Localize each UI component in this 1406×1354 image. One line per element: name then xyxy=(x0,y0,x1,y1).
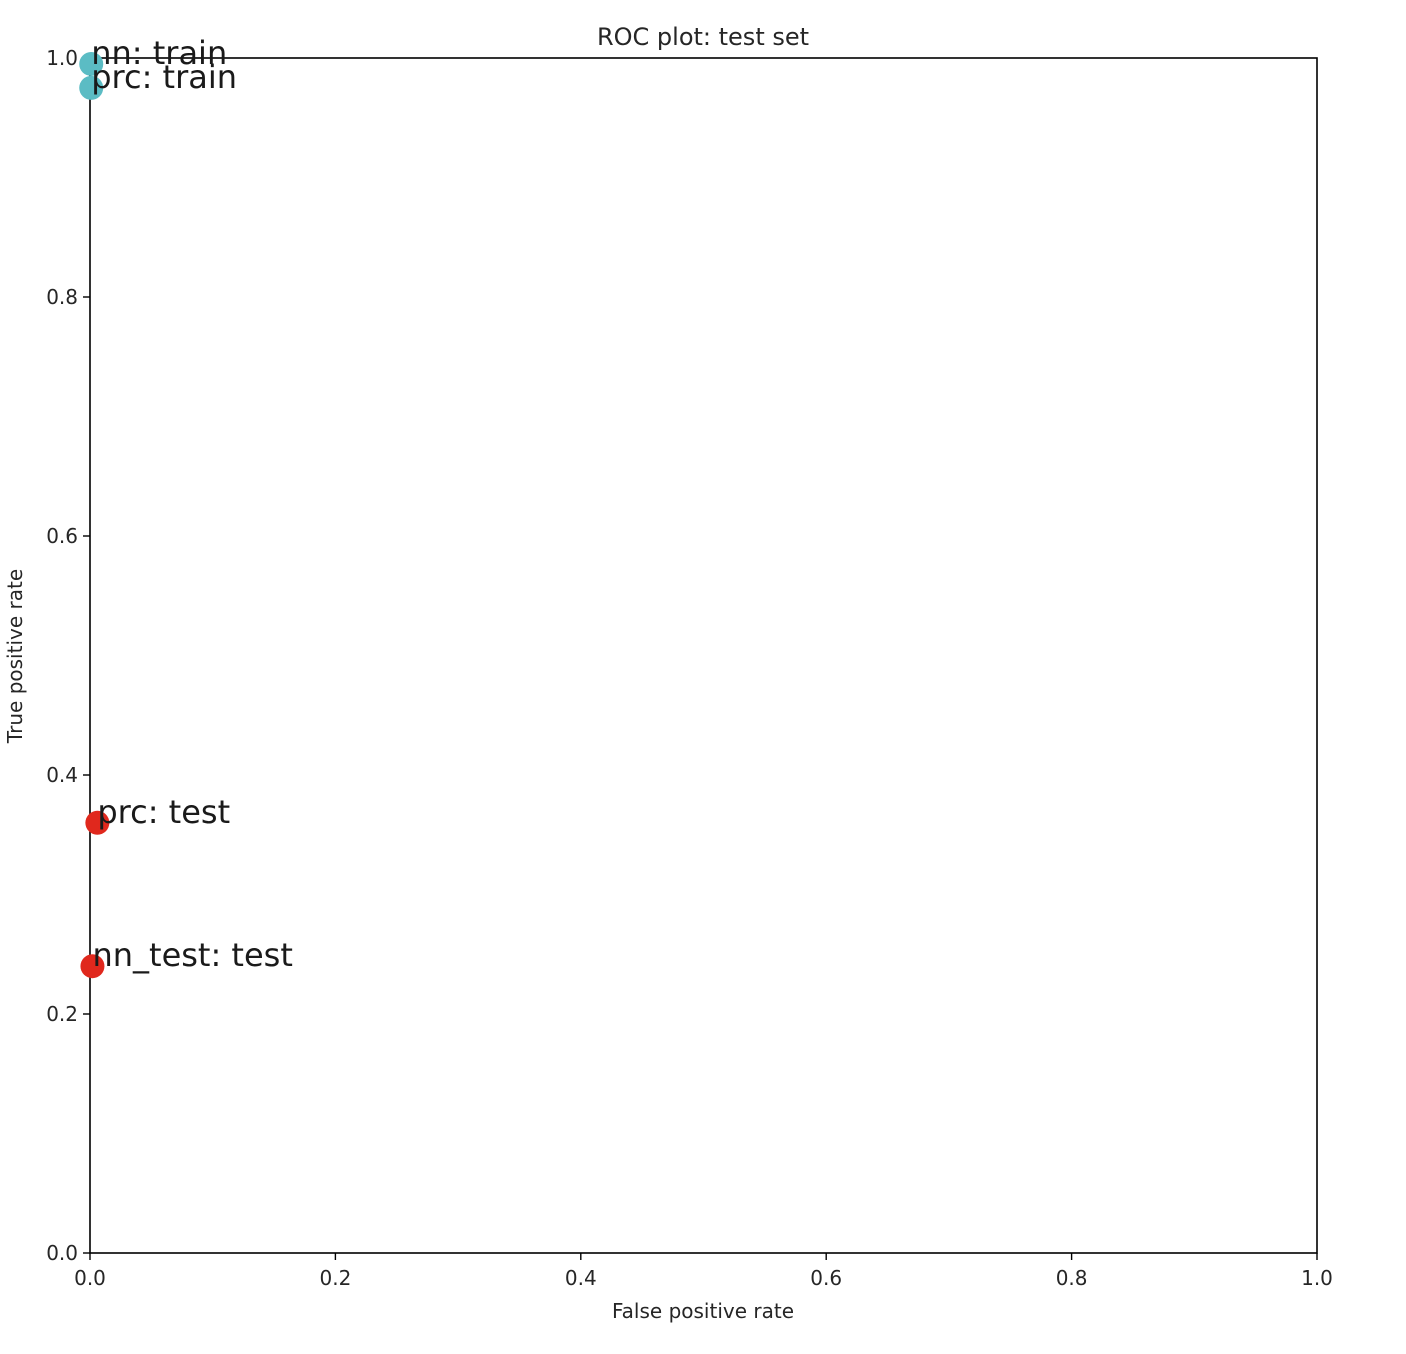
y-tick-label: 0.4 xyxy=(46,763,78,787)
x-tick-label: 0.2 xyxy=(319,1266,351,1290)
point-label: nn_test: test xyxy=(92,936,292,974)
x-axis: 0.0 0.2 0.4 0.6 0.8 1.0 xyxy=(74,1253,1333,1290)
y-axis-title: True positive rate xyxy=(3,569,27,744)
plot-area xyxy=(89,57,1318,1254)
point-label: nn: train xyxy=(91,34,227,72)
y-tick-label: 0.0 xyxy=(46,1241,78,1265)
x-tick-label: 0.8 xyxy=(1056,1266,1088,1290)
scatter-point xyxy=(80,954,105,979)
y-tick-label: 1.0 xyxy=(46,46,78,70)
scatter-point xyxy=(79,51,104,76)
x-axis-title: False positive rate xyxy=(612,1299,794,1323)
x-tick-label: 0.6 xyxy=(810,1266,842,1290)
y-axis: 0.0 0.2 0.4 0.6 0.8 1.0 xyxy=(46,46,90,1265)
chart-title: ROC plot: test set xyxy=(597,23,809,51)
x-tick-label: 1.0 xyxy=(1301,1266,1333,1290)
point-label: prc: test xyxy=(97,793,230,831)
series-points xyxy=(79,51,110,979)
plot-frame xyxy=(89,57,1318,1254)
x-tick-label: 0.4 xyxy=(565,1266,597,1290)
y-tick-label: 0.6 xyxy=(46,524,78,548)
scatter-point xyxy=(85,810,110,835)
x-tick-label: 0.0 xyxy=(74,1266,106,1290)
point-label: prc: train xyxy=(91,58,237,96)
y-tick-label: 0.8 xyxy=(46,285,78,309)
scatter-point xyxy=(79,75,104,100)
y-tick-label: 0.2 xyxy=(46,1002,78,1026)
